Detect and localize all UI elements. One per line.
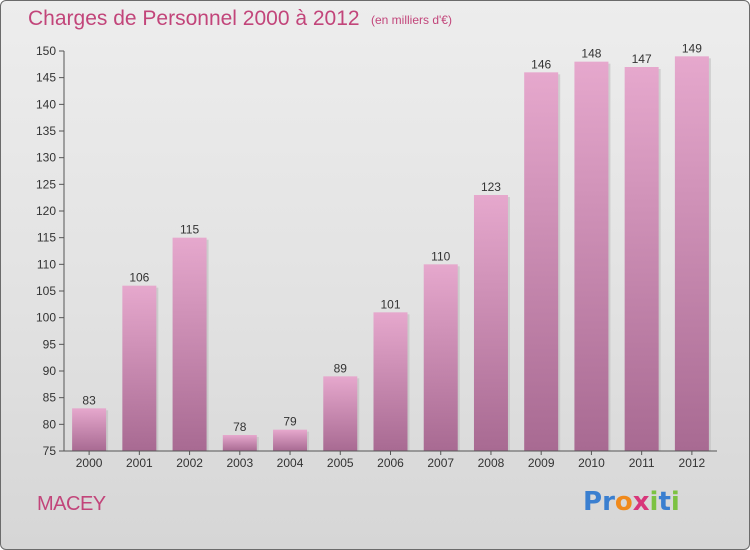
y-tick-label: 150: [36, 44, 56, 58]
y-tick-label: 130: [36, 151, 56, 165]
logo-letter: x: [632, 487, 650, 517]
logo-letter: t: [658, 487, 671, 517]
y-tick-label: 115: [37, 231, 56, 245]
y-tick-label: 75: [43, 444, 57, 458]
bars-group: [72, 56, 711, 452]
x-tick-label: 2012: [679, 456, 706, 470]
x-tick-label: 2001: [126, 456, 153, 470]
bar-value-label: 146: [531, 57, 551, 71]
bar: [273, 429, 308, 451]
y-tick-label: 120: [36, 204, 56, 218]
x-tick-label: 2002: [176, 456, 203, 470]
logo-letter: i: [670, 487, 680, 517]
y-tick-label: 140: [36, 97, 56, 111]
x-tick-label: 2006: [377, 456, 404, 470]
y-tick-label: 90: [43, 364, 57, 378]
bar-value-label: 123: [481, 180, 501, 194]
bar-value-label: 147: [632, 52, 652, 66]
bar-value-label: 106: [129, 271, 149, 285]
bar: [524, 72, 559, 451]
y-tick-label: 110: [37, 257, 56, 271]
bar: [423, 264, 458, 451]
bar-value-label: 149: [682, 41, 702, 55]
chart-subtitle: (en milliers d'€): [371, 13, 452, 27]
x-tick-label: 2000: [76, 456, 103, 470]
y-tick-label: 95: [43, 337, 57, 351]
bar-value-label: 89: [334, 361, 348, 375]
bar: [574, 61, 609, 452]
bar: [674, 56, 709, 451]
bar: [72, 408, 107, 451]
x-tick-label: 2004: [277, 456, 304, 470]
labels-group: 83 2000 106 2001 115 2002 78 2003 79 2004 89 2005 10…: [36, 41, 706, 470]
bar-value-label: 83: [82, 393, 96, 407]
y-tick-label: 125: [36, 177, 56, 191]
bar-value-label: 79: [283, 415, 297, 429]
x-tick-label: 2011: [629, 456, 655, 470]
x-tick-label: 2003: [226, 456, 253, 470]
x-tick-label: 2005: [327, 456, 354, 470]
place-name: MACEY: [37, 493, 106, 515]
bar-value-label: 101: [380, 297, 400, 311]
bar-value-label: 115: [180, 223, 199, 237]
y-tick-label: 135: [36, 124, 56, 138]
x-tick-label: 2010: [578, 456, 605, 470]
y-tick-label: 145: [36, 71, 56, 85]
bar-value-label: 110: [431, 249, 450, 263]
bar: [323, 376, 358, 451]
bar-value-label: 148: [581, 47, 601, 61]
logo-letter: i: [649, 487, 659, 517]
axes-group: [59, 50, 717, 455]
y-tick-label: 100: [36, 311, 56, 325]
bar: [172, 237, 207, 451]
chart-title: Charges de Personnel 2000 à 2012: [28, 7, 360, 30]
bar: [373, 312, 408, 451]
logo-letter: P: [583, 487, 603, 517]
logo-letter: r: [602, 487, 615, 517]
y-tick-label: 80: [43, 417, 57, 431]
x-tick-label: 2007: [427, 456, 454, 470]
y-tick-label: 85: [43, 391, 57, 405]
logo-letter: o: [614, 487, 633, 517]
bar: [624, 67, 659, 451]
x-tick-label: 2009: [528, 456, 555, 470]
y-tick-label: 105: [36, 284, 56, 298]
proxiti-logo: Proxiti: [583, 487, 680, 517]
bar: [222, 435, 257, 451]
bar: [122, 285, 157, 451]
bar: [473, 195, 508, 451]
bar-value-label: 78: [233, 420, 247, 434]
x-tick-label: 2008: [478, 456, 505, 470]
